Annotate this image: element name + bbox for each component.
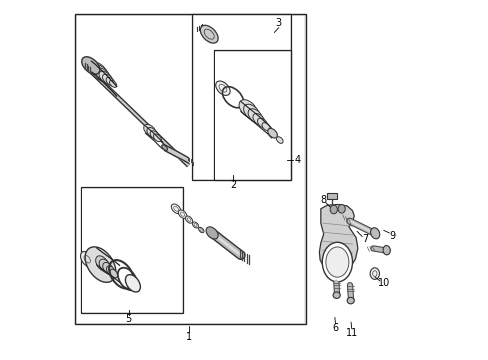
Ellipse shape: [198, 228, 203, 233]
Ellipse shape: [125, 275, 140, 292]
Ellipse shape: [215, 81, 230, 95]
Ellipse shape: [382, 246, 389, 255]
Ellipse shape: [96, 256, 109, 271]
Ellipse shape: [171, 204, 181, 213]
Ellipse shape: [162, 145, 167, 150]
Bar: [81, 187, 183, 313]
Ellipse shape: [85, 247, 116, 282]
Ellipse shape: [370, 228, 379, 239]
Bar: [193, 16, 289, 179]
Ellipse shape: [178, 210, 186, 219]
Ellipse shape: [99, 71, 112, 84]
Ellipse shape: [325, 247, 348, 277]
Ellipse shape: [95, 68, 110, 82]
Ellipse shape: [369, 268, 379, 279]
Ellipse shape: [252, 113, 264, 126]
Ellipse shape: [337, 204, 345, 213]
Ellipse shape: [150, 131, 159, 140]
Ellipse shape: [205, 227, 218, 239]
Text: 5: 5: [125, 314, 131, 324]
Ellipse shape: [329, 205, 337, 214]
Bar: [326, 193, 336, 199]
Ellipse shape: [143, 125, 156, 136]
Text: 7: 7: [361, 234, 367, 244]
Ellipse shape: [81, 252, 94, 267]
Ellipse shape: [146, 127, 158, 138]
Bar: [82, 189, 182, 312]
Ellipse shape: [92, 65, 109, 81]
Text: 11: 11: [346, 328, 358, 338]
Ellipse shape: [322, 242, 352, 282]
Ellipse shape: [106, 266, 115, 276]
Text: 1: 1: [185, 332, 191, 342]
Bar: [75, 14, 305, 324]
Ellipse shape: [185, 216, 192, 223]
Bar: [215, 52, 289, 179]
Ellipse shape: [247, 109, 262, 123]
Ellipse shape: [99, 259, 111, 273]
Text: 10: 10: [377, 278, 389, 288]
Ellipse shape: [192, 222, 198, 228]
Ellipse shape: [267, 129, 277, 138]
Ellipse shape: [81, 57, 100, 74]
Polygon shape: [319, 204, 357, 272]
Ellipse shape: [257, 118, 267, 128]
Ellipse shape: [239, 100, 257, 118]
Ellipse shape: [332, 292, 340, 298]
Ellipse shape: [153, 134, 161, 142]
Ellipse shape: [262, 123, 269, 131]
Ellipse shape: [346, 297, 354, 304]
Ellipse shape: [110, 269, 117, 278]
Ellipse shape: [88, 62, 107, 80]
Text: 3: 3: [275, 18, 281, 28]
Bar: [192, 14, 291, 180]
Text: 4: 4: [294, 155, 300, 165]
Ellipse shape: [102, 262, 113, 275]
Ellipse shape: [276, 137, 283, 143]
Text: 9: 9: [389, 231, 395, 241]
Ellipse shape: [243, 104, 259, 121]
Text: 6: 6: [332, 323, 338, 333]
Ellipse shape: [106, 77, 115, 86]
Text: 8: 8: [319, 195, 325, 205]
Bar: [213, 50, 291, 180]
Ellipse shape: [200, 25, 218, 43]
Ellipse shape: [102, 74, 113, 85]
Text: 2: 2: [229, 180, 236, 190]
Ellipse shape: [109, 80, 117, 87]
Bar: [77, 16, 304, 323]
